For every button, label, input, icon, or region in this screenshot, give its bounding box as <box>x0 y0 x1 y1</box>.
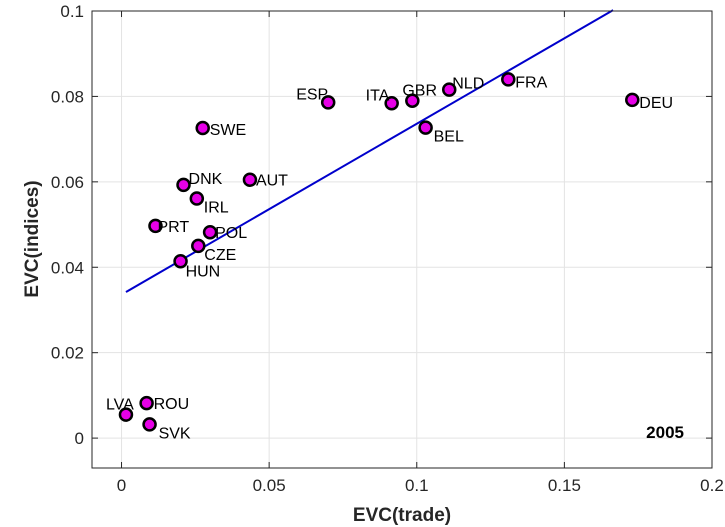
point-label-fra: FRA <box>515 74 547 91</box>
point-prt <box>148 218 163 234</box>
fit-line <box>125 9 614 293</box>
x-tick-label: 0.05 <box>253 476 286 495</box>
point-svk <box>142 417 157 432</box>
x-tick-label: 0.2 <box>700 476 724 495</box>
point-labels-layer: LVA ROU SVK PRT HUN DNK IRL CZE SWE POL AUT ESP ITA G… <box>106 74 673 442</box>
point-nld <box>441 82 457 97</box>
plot-frame <box>91 10 713 469</box>
ticks: 0 0.05 0.1 0.15 0.2 0 0.02 0.04 0.06 0.08 0.1 <box>51 2 724 495</box>
point-label-irl: IRL <box>204 199 229 216</box>
point-deu <box>625 92 640 108</box>
y-tick-label: 0.06 <box>51 173 84 192</box>
point-label-prt: PRT <box>157 219 189 236</box>
point-label-svk: SVK <box>159 425 191 442</box>
x-tick-label: 0.1 <box>405 476 429 495</box>
y-axis-title: EVC(indices) <box>22 180 43 297</box>
point-ita <box>384 96 399 111</box>
point-label-swe: SWE <box>210 122 246 139</box>
point-rou <box>139 395 154 411</box>
point-esp <box>320 95 336 110</box>
point-cze <box>191 238 206 254</box>
point-label-bel: BEL <box>434 129 464 146</box>
point-hun <box>173 254 188 269</box>
point-irl <box>189 191 205 206</box>
x-tick-label: 0 <box>117 476 126 495</box>
point-aut <box>242 172 258 187</box>
point-label-pol: POL <box>215 225 247 242</box>
point-dnk <box>176 177 191 193</box>
point-label-cze: CZE <box>204 247 236 264</box>
x-axis-title: EVC(trade) <box>353 505 451 526</box>
y-tick-label: 0.02 <box>51 344 84 363</box>
point-gbr <box>405 93 420 108</box>
point-label-esp: ESP <box>296 86 328 103</box>
point-label-aut: AUT <box>256 173 288 190</box>
point-swe <box>195 120 210 136</box>
y-tick-label: 0.04 <box>51 258 84 277</box>
year-annotation: 2005 <box>646 423 684 442</box>
fit-line-layer <box>125 9 614 293</box>
y-tick-label: 0.08 <box>51 87 84 106</box>
point-label-deu: DEU <box>639 95 673 112</box>
point-label-lva: LVA <box>106 397 134 414</box>
y-tick-label: 0.1 <box>60 2 84 21</box>
x-tick-label: 0.15 <box>548 476 581 495</box>
point-label-hun: HUN <box>186 263 221 280</box>
points-layer <box>118 72 640 432</box>
point-label-nld: NLD <box>452 76 484 93</box>
point-fra <box>501 72 516 87</box>
point-label-gbr: GBR <box>402 83 437 100</box>
point-label-dnk: DNK <box>189 171 223 188</box>
point-label-ita: ITA <box>366 87 390 104</box>
point-label-rou: ROU <box>154 396 190 413</box>
point-pol <box>202 224 218 240</box>
y-tick-label: 0 <box>75 429 84 448</box>
point-bel <box>418 120 433 135</box>
point-lva <box>118 407 134 422</box>
